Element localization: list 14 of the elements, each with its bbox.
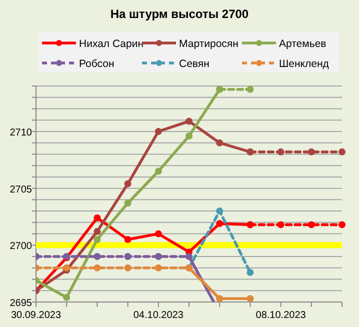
legend-label: Нихал Сарин (79, 38, 144, 50)
x-tick-label: 04.10.2023 (133, 310, 184, 321)
y-tick-label: 2700 (10, 241, 32, 252)
y-tick-label: 2710 (10, 127, 32, 138)
chart-title: На штурм высоты 2700 (110, 7, 249, 21)
legend-label: Шенкленд (279, 58, 329, 70)
legend-label: Артемьев (279, 38, 327, 50)
legend-label: Мартиросян (179, 38, 239, 50)
y-tick-label: 2705 (10, 184, 32, 196)
x-tick-label: 08.10.2023 (256, 310, 306, 321)
legend-label: Робсон (79, 58, 114, 70)
legend-label: Севян (179, 58, 210, 70)
x-tick-label: 30.09.2023 (10, 310, 62, 321)
y-tick-label: 2695 (10, 298, 32, 309)
